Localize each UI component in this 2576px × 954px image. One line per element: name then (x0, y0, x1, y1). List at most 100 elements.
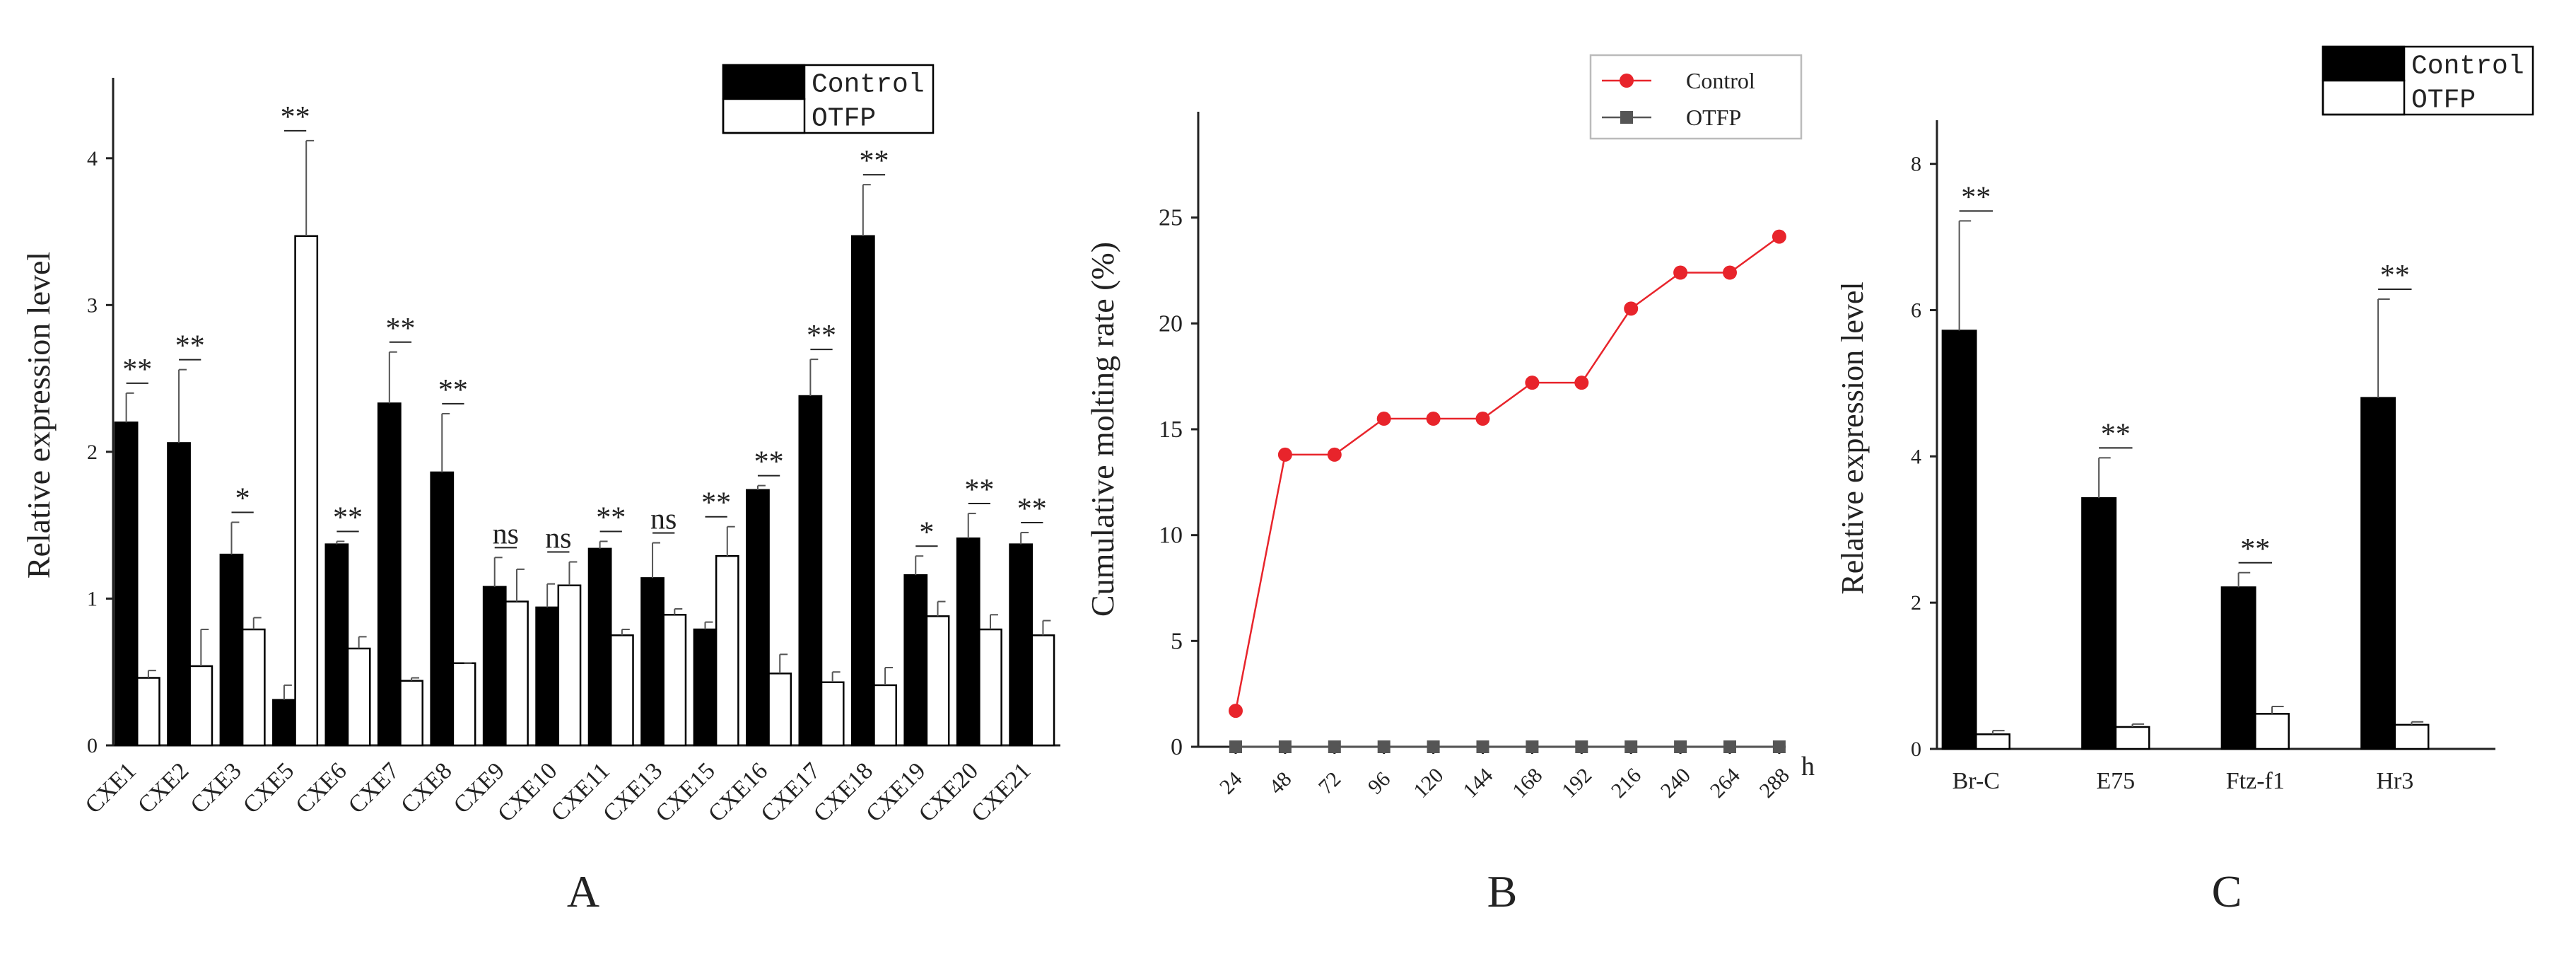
legend-frame (722, 64, 935, 134)
bar-control (956, 537, 980, 747)
category-label: CXE10 (493, 757, 562, 827)
legend-swatch-otfp (722, 98, 806, 134)
legend-label: Control (1686, 68, 1755, 93)
legend-frame (1589, 54, 1803, 140)
category-label: CXE17 (756, 757, 825, 827)
significance-label: ** (2240, 533, 2270, 566)
significance-label: ** (859, 145, 889, 178)
bar-control (219, 553, 244, 747)
x-tick-label: 192 (1557, 764, 1596, 803)
x-axis-label: h (1801, 752, 1815, 781)
data-point-control (1772, 229, 1786, 244)
data-point-control (1723, 265, 1737, 280)
legend-swatch-control (722, 64, 806, 100)
category-label: E75 (2096, 768, 2135, 794)
category-label: Br-C (1953, 768, 2000, 794)
legend-label: Control (2411, 51, 2524, 81)
legend: Control OTFP (1589, 54, 1803, 140)
panel-b: 0 5 10 15 20 25 Cumulative molting rate (%) 24 4… (1084, 54, 1815, 917)
bar-otfp (925, 615, 950, 747)
category-label: Hr3 (2376, 768, 2413, 794)
category-label: CXE3 (186, 757, 247, 818)
bar-otfp (294, 235, 319, 747)
significance-label: ** (175, 330, 205, 363)
bar-otfp (241, 628, 266, 747)
category-label: CXE1 (81, 757, 141, 818)
bar-control (798, 395, 823, 747)
data-point-control (1229, 704, 1243, 719)
data-point-control (1327, 447, 1342, 462)
data-point-control (1277, 447, 1292, 462)
category-label: CXE16 (703, 757, 773, 827)
bar-control (2220, 586, 2256, 750)
bar-control (587, 547, 612, 747)
y-axis-label: Relative expression level (1835, 281, 1870, 594)
y-tick-label: 4 (1911, 445, 1921, 468)
category-label: CXE8 (396, 757, 457, 818)
significance-label: ** (1961, 181, 1991, 214)
bar-otfp (505, 600, 529, 747)
category-label: CXE21 (966, 757, 1036, 827)
significance-label: * (235, 483, 250, 516)
legend-label: OTFP (2411, 85, 2476, 115)
panel-label: C (2212, 866, 2242, 917)
category-label: CXE2 (133, 757, 194, 818)
panel-c: 0 2 4 6 8 Relative expression level ** Br-C ** E7… (1835, 45, 2534, 917)
bar-control (324, 543, 349, 747)
x-tick-label: 288 (1755, 764, 1794, 803)
y-tick-label: 0 (87, 734, 98, 757)
x-tick-label: 264 (1706, 764, 1745, 803)
bar-control (430, 471, 455, 747)
bar-control (167, 442, 191, 747)
legend-marker-control (1620, 74, 1634, 88)
data-point-otfp (1278, 740, 1292, 753)
data-point-otfp (1772, 740, 1786, 753)
significance-label: ** (964, 474, 994, 506)
bar-otfp (873, 684, 897, 747)
data-point-otfp (1328, 740, 1341, 753)
data-point-control (1426, 412, 1441, 426)
bar-otfp (399, 680, 423, 747)
x-tick-label: 72 (1314, 767, 1346, 799)
y-tick-label: 0 (1171, 734, 1183, 760)
bar-control (2081, 497, 2117, 750)
category-label: CXE20 (914, 757, 983, 827)
data-point-control (1574, 376, 1589, 390)
significance-label: ns (493, 518, 519, 550)
bar-control (746, 489, 770, 747)
significance-label: ** (754, 446, 784, 479)
panel-label: A (567, 866, 599, 917)
data-point-otfp (1476, 740, 1489, 753)
significance-label: ** (1017, 493, 1047, 525)
y-tick-label: 10 (1159, 523, 1183, 549)
significance-label: ** (281, 101, 310, 134)
significance-label: ** (807, 320, 836, 352)
bar-otfp (452, 662, 476, 747)
legend-swatch-otfp (2322, 79, 2406, 116)
bar-control (482, 586, 507, 747)
bar-control (1941, 330, 1977, 750)
data-point-otfp (1427, 740, 1440, 753)
bar-otfp (1031, 634, 1055, 747)
data-point-otfp (1229, 740, 1242, 753)
bar-otfp (557, 584, 582, 747)
category-label: CXE6 (291, 757, 351, 818)
bar-otfp (609, 634, 634, 747)
bar-control (535, 606, 560, 747)
data-point-otfp (1723, 740, 1736, 753)
data-point-control (1475, 412, 1490, 426)
y-tick-label: 4 (87, 147, 98, 170)
data-point-control (1624, 301, 1639, 316)
x-tick-label: 240 (1656, 764, 1695, 803)
y-tick-label: 6 (1911, 299, 1921, 322)
y-tick-label: 1 (87, 587, 98, 610)
data-point-control (1525, 376, 1540, 390)
significance-label: ** (385, 313, 415, 345)
data-point-otfp (1575, 740, 1588, 753)
significance-label: ** (438, 374, 468, 407)
y-axis-label: Relative expression level (21, 252, 57, 578)
significance-label: ** (2101, 418, 2131, 450)
bar-otfp (2394, 723, 2430, 750)
y-tick-label: 15 (1159, 417, 1183, 443)
